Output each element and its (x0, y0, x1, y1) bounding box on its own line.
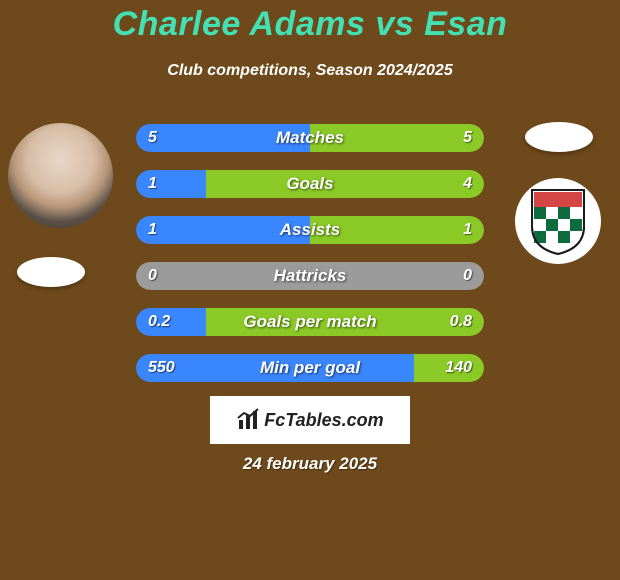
branding-badge: FcTables.com (210, 396, 410, 444)
subtitle: Club competitions, Season 2024/2025 (0, 62, 620, 80)
branding-suffix: Tables.com (285, 410, 383, 430)
stat-value-right: 1 (451, 216, 484, 244)
stat-value-left: 5 (136, 124, 169, 152)
crest-wrapper (521, 184, 595, 258)
stat-value-left: 1 (136, 216, 169, 244)
stat-row: 14Goals (136, 170, 484, 198)
stats-bars: 55Matches14Goals11Assists00Hattricks0.20… (136, 124, 484, 400)
stat-value-right: 0.8 (438, 308, 484, 336)
player2-club-crest (515, 178, 601, 264)
stat-row: 0.20.8Goals per match (136, 308, 484, 336)
stat-row: 550140Min per goal (136, 354, 484, 382)
page-title: Charlee Adams vs Esan (0, 5, 620, 44)
date-line: 24 february 2025 (0, 454, 620, 474)
shield-icon (528, 186, 588, 256)
stat-value-right: 0 (451, 262, 484, 290)
stat-row: 55Matches (136, 124, 484, 152)
stat-value-left: 550 (136, 354, 187, 382)
player1-avatar (8, 123, 113, 228)
stat-row: 00Hattricks (136, 262, 484, 290)
stat-value-left: 0 (136, 262, 169, 290)
stat-value-left: 0.2 (136, 308, 182, 336)
title-player1: Charlee Adams (113, 5, 366, 43)
branding-prefix: Fc (264, 410, 285, 430)
title-player2: Esan (424, 5, 507, 43)
comparison-infographic: Charlee Adams vs Esan Club competitions,… (0, 0, 620, 580)
player1-flag (17, 257, 85, 287)
stat-value-right: 140 (433, 354, 484, 382)
chart-icon (236, 408, 260, 432)
stat-value-right: 4 (451, 170, 484, 198)
stat-row: 11Assists (136, 216, 484, 244)
title-vs: vs (375, 5, 414, 43)
player2-flag (525, 122, 593, 152)
branding-text: FcTables.com (264, 410, 383, 431)
stat-bar-right (206, 170, 484, 198)
stat-value-left: 1 (136, 170, 169, 198)
stat-value-right: 5 (451, 124, 484, 152)
